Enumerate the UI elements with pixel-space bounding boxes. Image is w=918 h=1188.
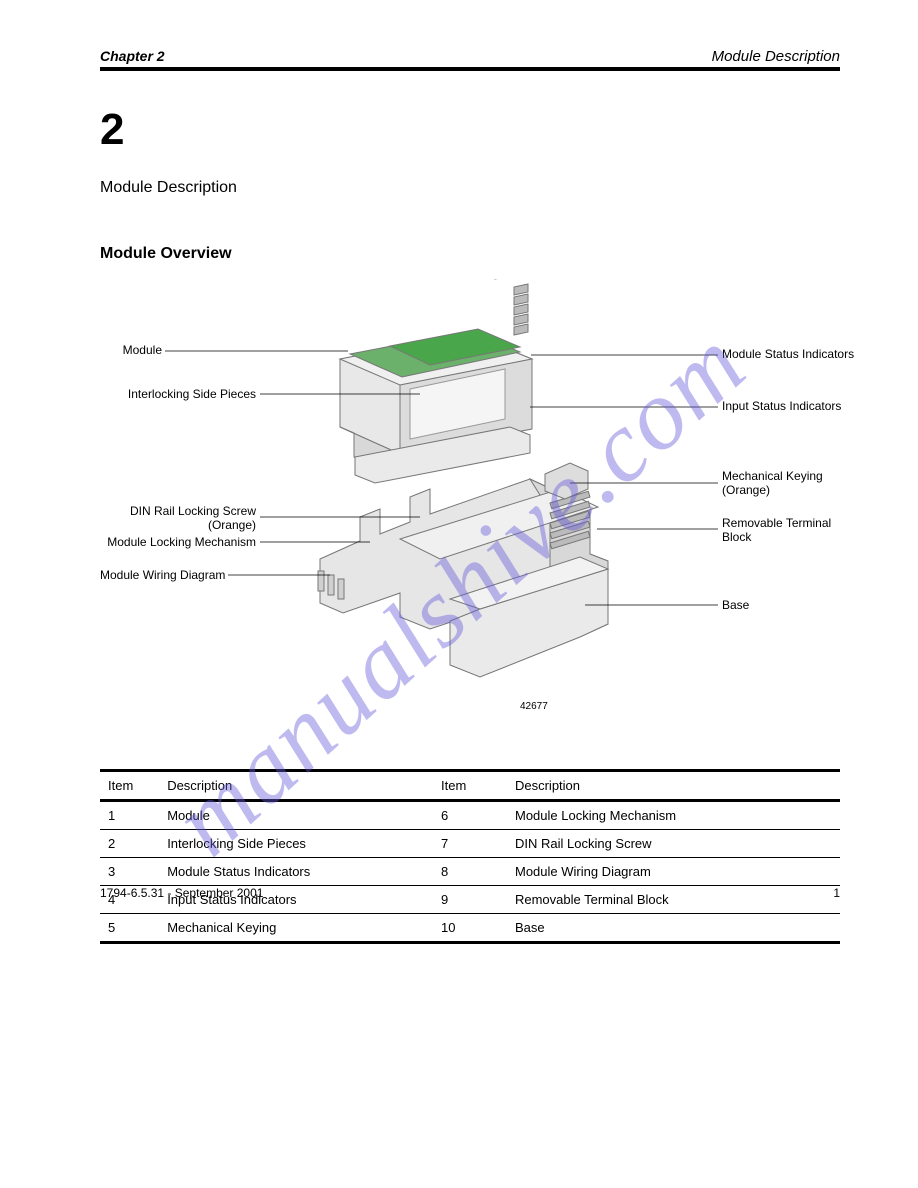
table-row: 2 Interlocking Side Pieces 7 DIN Rail Lo… (100, 830, 840, 858)
callout-module-lock: Module Locking Mechanism (100, 535, 256, 549)
callout-mech-keying: Mechanical Keying (Orange) (722, 469, 842, 497)
cell: 1 (100, 801, 159, 830)
th-desc1: Description (159, 771, 433, 801)
section-heading: Module Overview (100, 245, 840, 263)
footer-right: 1 (833, 886, 840, 900)
cell: DIN Rail Locking Screw (507, 830, 840, 858)
callout-input-status: Input Status Indicators (722, 399, 841, 413)
parts-table-wrap: Item Description Item Description 1 Modu… (100, 769, 840, 944)
cell: 6 (433, 801, 507, 830)
callout-interlocking: Interlocking Side Pieces (100, 387, 256, 401)
cell: 10 (433, 914, 507, 943)
callout-terminal-block: Removable Terminal Block (722, 516, 842, 544)
table-row: 5 Mechanical Keying 10 Base (100, 914, 840, 943)
cell: Module (159, 801, 433, 830)
footer-left: 1794-6.5.31 - September 2001 (100, 886, 263, 900)
table-row: 1 Module 6 Module Locking Mechanism (100, 801, 840, 830)
th-desc2: Description (507, 771, 840, 801)
th-item1: Item (100, 771, 159, 801)
callout-wiring-diagram: Module Wiring Diagram (100, 568, 225, 582)
cell: Interlocking Side Pieces (159, 830, 433, 858)
cell: 8 (433, 858, 507, 886)
callout-module: Module (100, 343, 162, 357)
cell: Module Locking Mechanism (507, 801, 840, 830)
table-row: 3 Module Status Indicators 8 Module Wiri… (100, 858, 840, 886)
parts-table: Item Description Item Description 1 Modu… (100, 769, 840, 944)
callout-base: Base (722, 598, 749, 612)
cell: 2 (100, 830, 159, 858)
page-header: Chapter 2 Module Description (100, 48, 840, 71)
cell: 5 (100, 914, 159, 943)
cell: Module Wiring Diagram (507, 858, 840, 886)
chapter-number: 2 (100, 105, 840, 155)
chapter-title: Module Description (100, 179, 840, 197)
cell: 7 (433, 830, 507, 858)
module-diagram: Module Interlocking Side Pieces Module S… (100, 279, 840, 759)
page-footer: 1794-6.5.31 - September 2001 1 (100, 886, 840, 900)
cell: Mechanical Keying (159, 914, 433, 943)
cell: 3 (100, 858, 159, 886)
th-item2: Item (433, 771, 507, 801)
callout-din-screw: DIN Rail Locking Screw (Orange) (100, 504, 256, 532)
page-container: Chapter 2 Module Description 2 Module De… (0, 0, 918, 944)
cell: Base (507, 914, 840, 943)
cell: Module Status Indicators (159, 858, 433, 886)
callout-status-indicators: Module Status Indicators (722, 347, 854, 361)
header-section-label: Module Description (712, 48, 840, 65)
header-chapter-label: Chapter 2 (100, 48, 165, 64)
image-code: 42677 (520, 701, 548, 712)
